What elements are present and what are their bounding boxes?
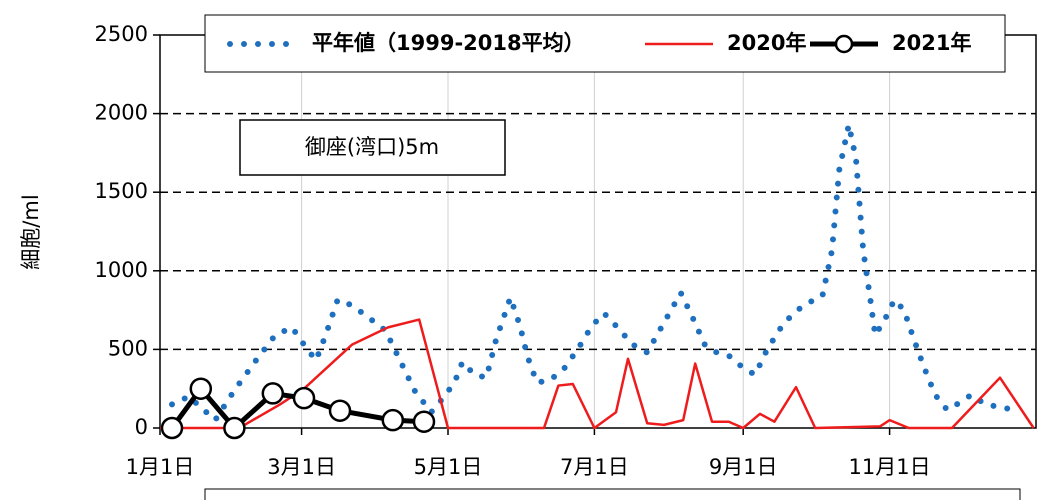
series-line <box>160 318 1035 430</box>
x-tick-label: 11月1日 <box>849 455 931 479</box>
series-marker <box>160 416 184 440</box>
legend-label: 2021年 <box>892 31 971 55</box>
annotation-box <box>239 119 506 176</box>
x-tick-label: 7月1日 <box>560 455 629 479</box>
y-tick-label: 0 <box>135 415 148 439</box>
series-marker <box>381 408 405 432</box>
x-tick-label: 5月1日 <box>414 455 483 479</box>
series-marker <box>292 386 316 410</box>
series-marker <box>261 382 285 405</box>
legend-label: 2020年 <box>727 31 806 55</box>
annotation: 御座(湾口)5m <box>305 135 439 159</box>
next-chart-frame <box>204 488 1021 500</box>
legend-marker <box>834 34 854 54</box>
series-line <box>169 121 1018 424</box>
x-tick-label: 1月1日 <box>126 455 195 479</box>
series-marker <box>223 416 246 440</box>
y-tick-label: 2000 <box>95 101 148 125</box>
series-marker <box>328 399 352 422</box>
x-tick-label: 3月1日 <box>267 455 336 479</box>
y-axis-label: 細胞/ml <box>19 194 43 269</box>
y-tick-label: 500 <box>108 336 148 360</box>
y-tick-label: 1500 <box>95 179 148 203</box>
x-tick-label: 9月1日 <box>709 455 778 479</box>
y-tick-label: 1000 <box>95 258 148 282</box>
legend-label: 平年値（1999-2018平均） <box>312 31 585 55</box>
series-marker <box>189 377 213 400</box>
y-tick-label: 2500 <box>95 22 148 46</box>
series-marker <box>412 410 436 433</box>
